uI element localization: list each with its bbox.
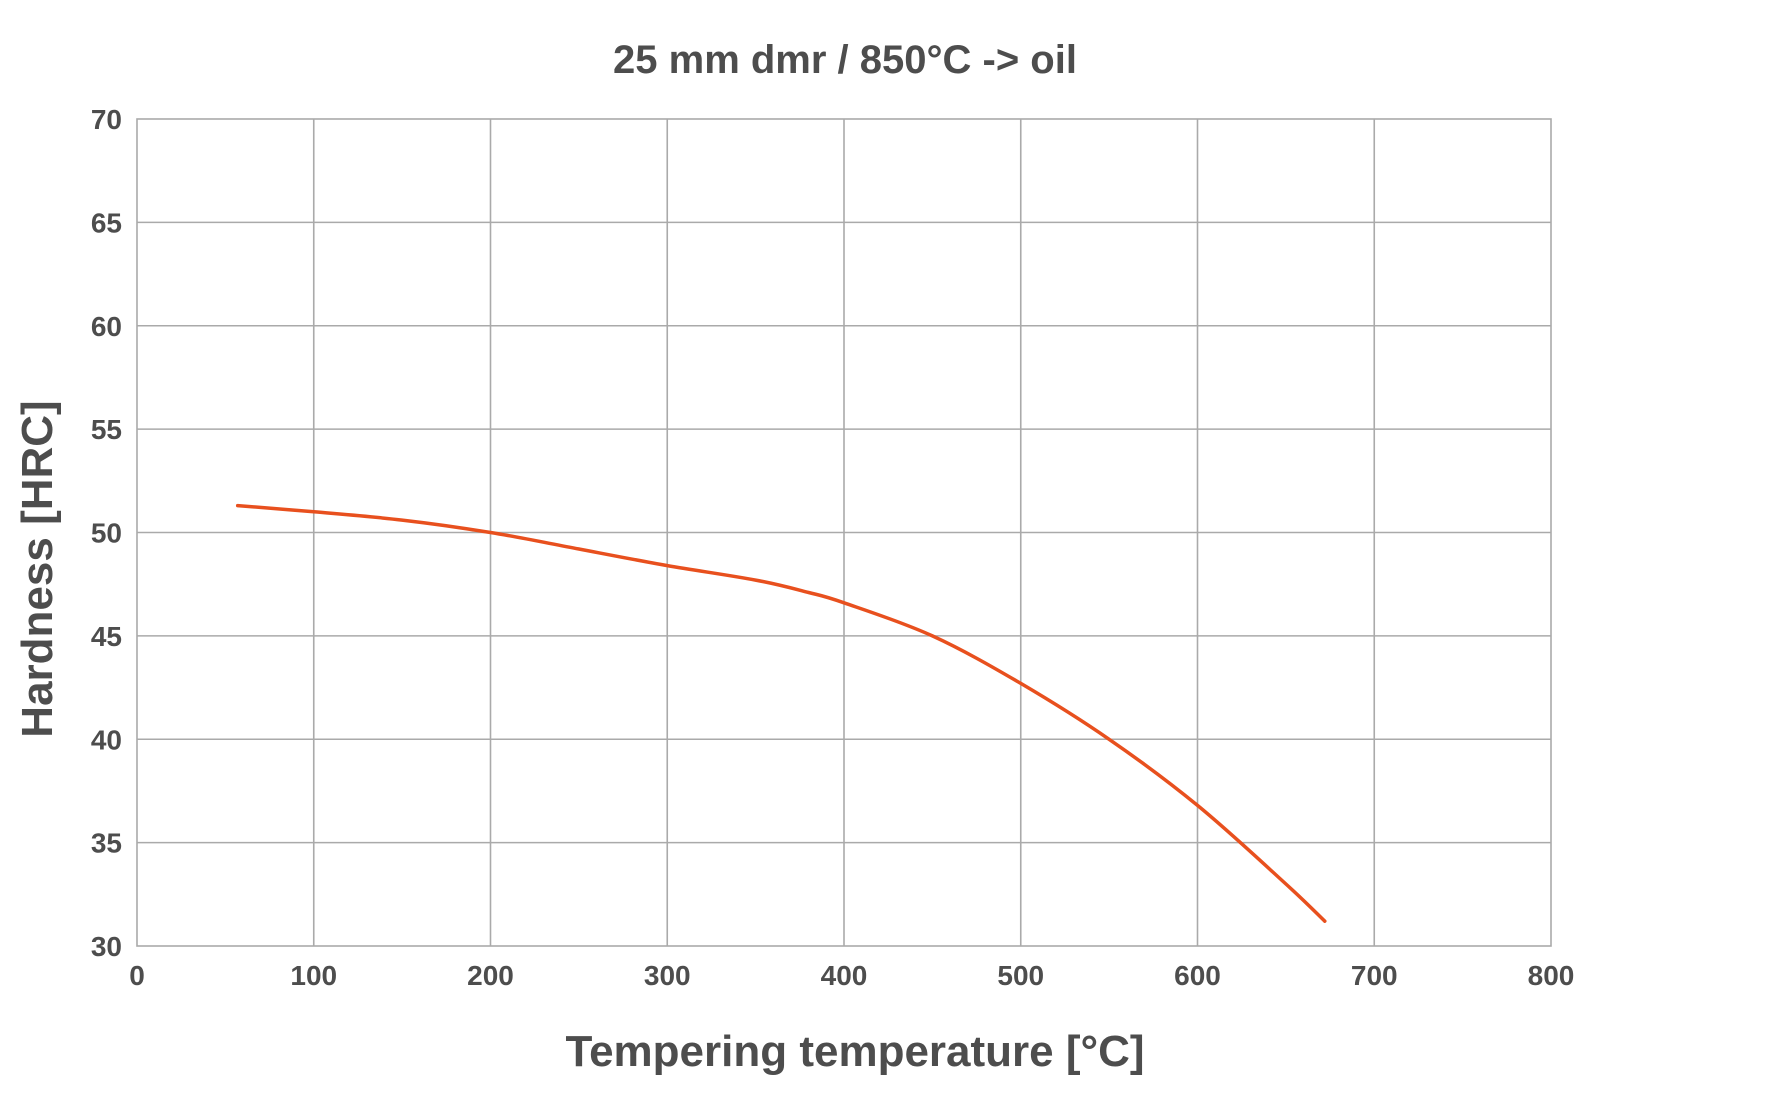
- x-tick-label: 200: [467, 960, 514, 991]
- y-tick-label: 45: [91, 621, 122, 652]
- x-tick-label: 600: [1174, 960, 1221, 991]
- y-tick-label: 70: [91, 104, 122, 135]
- y-tick-label: 65: [91, 207, 122, 238]
- series-line-0: [235, 503, 1327, 923]
- x-axis-ticks: 0 100 200 300 400 500 600 700 800: [129, 960, 1574, 991]
- y-axis-ticks: 30 35 40 45 50 55 60 65 70: [91, 104, 122, 962]
- y-tick-label: 30: [91, 931, 122, 962]
- chart-title: 25 mm dmr / 850°C -> oil: [613, 38, 1077, 82]
- x-tick-label: 300: [644, 960, 691, 991]
- y-tick-label: 60: [91, 311, 122, 342]
- y-tick-label: 55: [91, 414, 122, 445]
- y-axis-label: Hardness [HRC]: [13, 400, 62, 737]
- x-tick-label: 800: [1528, 960, 1575, 991]
- y-tick-label: 50: [91, 518, 122, 549]
- x-tick-label: 0: [129, 960, 145, 991]
- y-tick-label: 35: [91, 828, 122, 859]
- x-tick-label: 700: [1351, 960, 1398, 991]
- grid: [137, 119, 1551, 946]
- x-tick-label: 500: [997, 960, 1044, 991]
- x-axis-label: Tempering temperature [°C]: [565, 1027, 1144, 1076]
- y-tick-label: 40: [91, 724, 122, 755]
- x-tick-label: 400: [821, 960, 868, 991]
- plot-frame: [136, 118, 1552, 947]
- series-layer: [235, 503, 1327, 923]
- x-tick-label: 100: [290, 960, 337, 991]
